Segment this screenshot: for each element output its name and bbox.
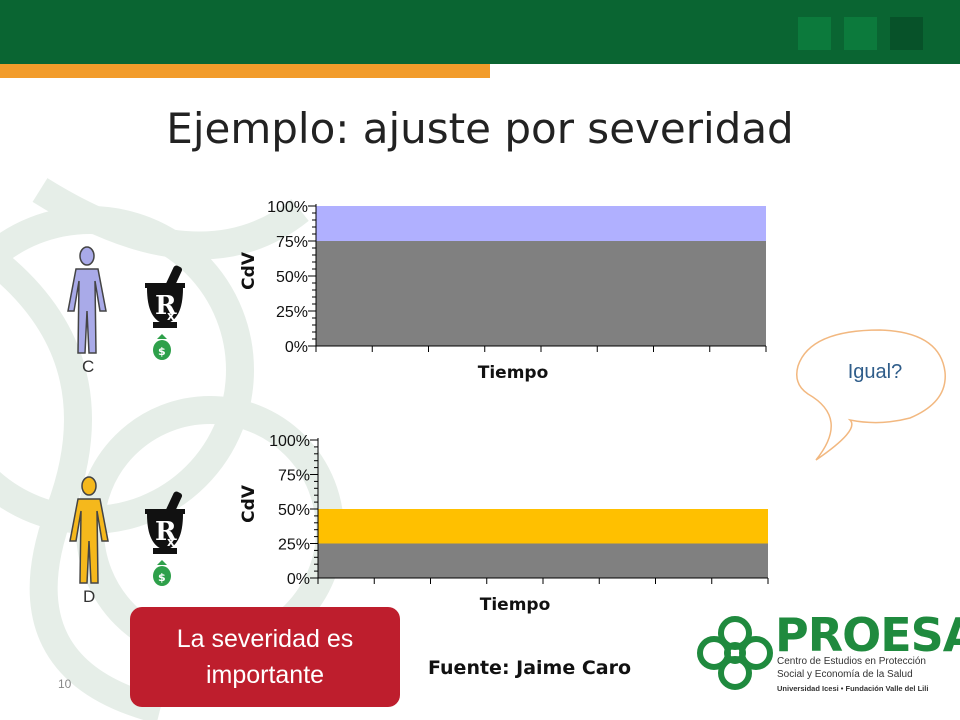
logo-line-1: Centro de Estudios en Protección — [777, 656, 926, 667]
y-axis-title: CdV — [239, 251, 259, 290]
bubble-text: Igual? — [847, 361, 903, 383]
x-axis-title: Tiempo — [478, 363, 549, 383]
y-tick-label: 0% — [287, 571, 310, 588]
header-square-2 — [844, 17, 877, 50]
callout-line-2: importante — [205, 661, 325, 689]
y-tick-label: 75% — [278, 468, 310, 485]
qol-chart-d: 0% 25% 50% 75% 100% Tiempo CdV — [239, 433, 769, 615]
y-tick-label: 0% — [285, 339, 308, 356]
header-square-3 — [890, 17, 923, 50]
speech-bubble — [796, 329, 946, 461]
y-tick-label: 50% — [278, 502, 310, 519]
y-tick-label: 50% — [276, 269, 308, 286]
slide-number: 10 — [58, 677, 72, 691]
logo-name: PROESA — [775, 608, 960, 662]
y-axis-title: CdV — [239, 484, 259, 523]
x-axis-title: Tiempo — [480, 595, 551, 615]
person-c-label: C — [82, 357, 95, 376]
svg-text:$: $ — [158, 571, 166, 584]
header-accent-bar — [0, 64, 490, 78]
y-tick-label: 25% — [278, 537, 310, 554]
logo-line-2: Social y Economía de la Salud — [777, 669, 913, 680]
chart-layer-0 — [316, 241, 766, 346]
chart-layer-1 — [316, 206, 766, 241]
svg-text:x: x — [167, 309, 175, 323]
y-tick-label: 100% — [269, 433, 310, 450]
slide-title: Ejemplo: ajuste por severidad — [166, 104, 794, 153]
source-text: Fuente: Jaime Caro — [428, 657, 632, 679]
person-d-label: D — [83, 587, 96, 606]
svg-text:R: R — [155, 517, 177, 547]
person-c-icon — [67, 246, 107, 354]
rx-mortar-icon: R x $ — [145, 491, 185, 586]
person-d-icon — [69, 476, 109, 584]
logo-subtitle: Universidad Icesi • Fundación Valle del … — [777, 684, 929, 693]
svg-text:$: $ — [158, 345, 166, 358]
header-square-1 — [798, 17, 831, 50]
callout-line-1: La severidad es — [176, 624, 354, 653]
chart-layer-0 — [318, 543, 768, 578]
y-tick-label: 75% — [276, 234, 308, 251]
rx-mortar-icon: R x $ — [145, 265, 185, 360]
svg-text:R: R — [155, 291, 177, 321]
severity-callout: La severidad es importante — [130, 607, 400, 707]
y-tick-label: 25% — [276, 304, 308, 321]
chart-layer-1 — [318, 509, 768, 544]
proesa-logo-icon — [697, 616, 773, 690]
qol-chart-c: 0% 25% 50% 75% 100% Tiempo CdV — [239, 199, 767, 383]
svg-text:x: x — [167, 535, 175, 549]
y-tick-label: 100% — [267, 199, 308, 216]
